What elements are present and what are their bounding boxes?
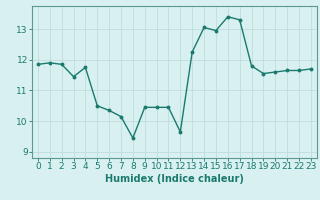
X-axis label: Humidex (Indice chaleur): Humidex (Indice chaleur) bbox=[105, 174, 244, 184]
